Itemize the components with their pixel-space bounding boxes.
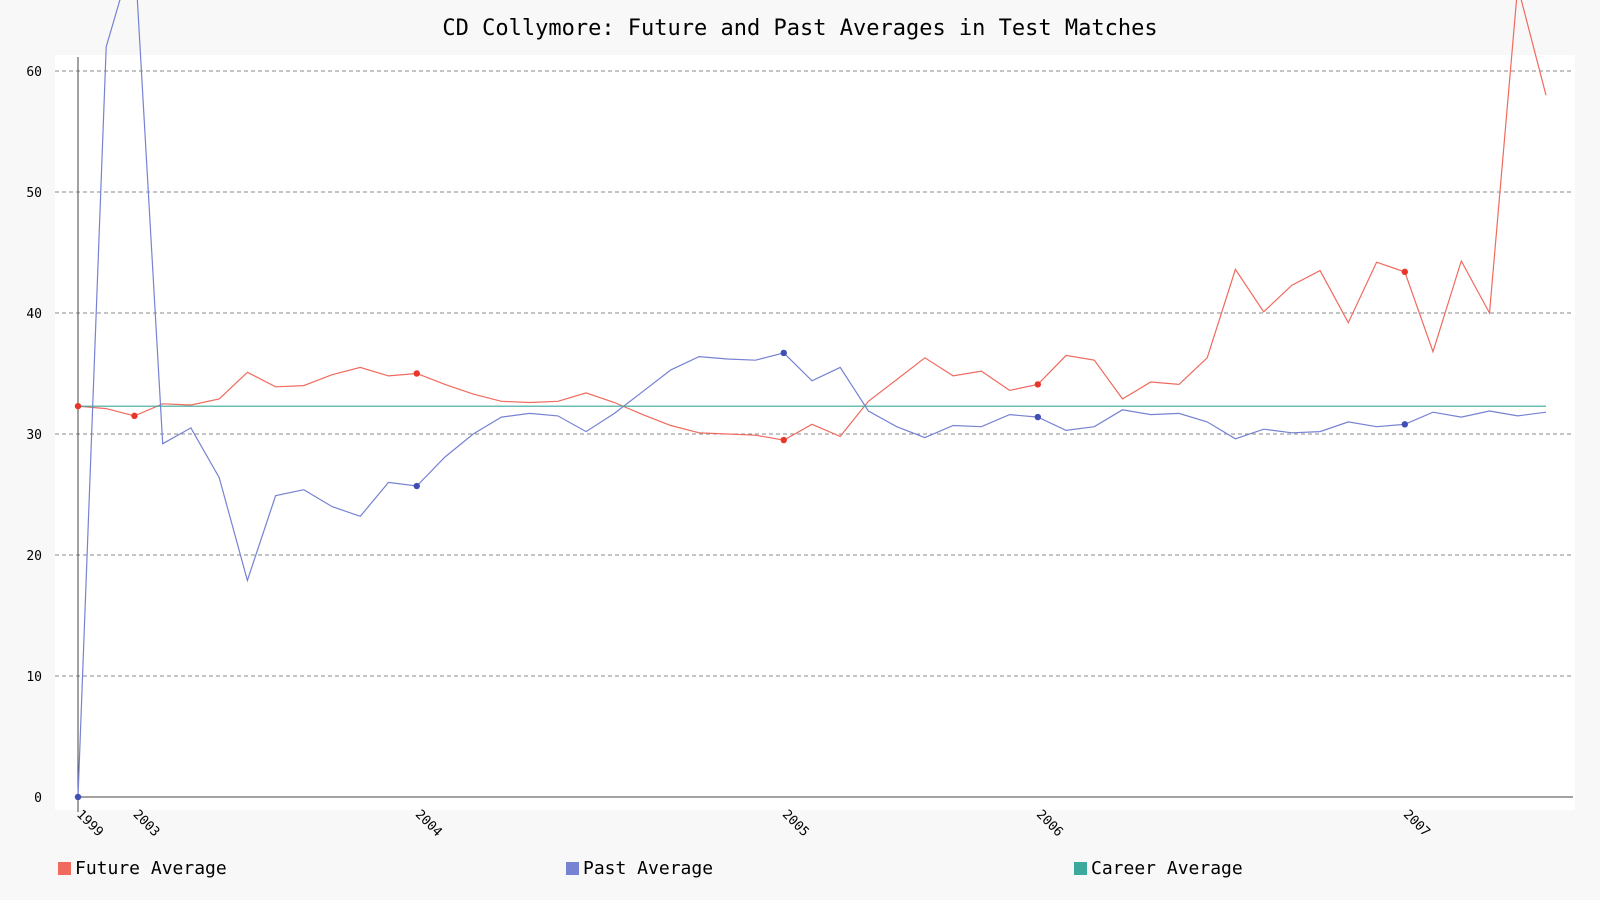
- y-tick-label-30: 30: [26, 428, 42, 443]
- point-future-average-0: [74, 402, 82, 410]
- legend-label-career: Career Average: [1091, 858, 1243, 879]
- series-group: [77, 0, 1547, 798]
- chart-svg: CD Collymore: Future and Past Averages i…: [26, 0, 1575, 840]
- y-tick-label-0: 0: [34, 791, 42, 806]
- legend-swatch-career: [1074, 862, 1087, 875]
- point-future-average-25: [780, 436, 787, 444]
- point-past-average-12: [413, 482, 420, 490]
- series-line-future-average: [77, 0, 1547, 441]
- legend-item-past-average[interactable]: Past Average: [566, 858, 713, 879]
- point-future-average-2: [131, 412, 138, 420]
- x-axis-ticks: 1999 2003 2004 2005 2006 2007: [73, 807, 1433, 840]
- point-future-average-34: [1034, 381, 1042, 388]
- y-tick-label-60: 60: [26, 65, 42, 80]
- point-past-average-47: [1401, 421, 1409, 428]
- x-tick-label-2005: 2005: [779, 807, 812, 840]
- legend-item-future-average[interactable]: Future Average: [58, 858, 227, 879]
- legend-swatch-future: [58, 862, 71, 875]
- x-tick-label-2007: 2007: [1400, 807, 1433, 840]
- point-future-average-47: [1401, 268, 1409, 276]
- legend-label-future: Future Average: [75, 858, 227, 879]
- legend-item-career-average[interactable]: Career Average: [1074, 858, 1243, 879]
- point-past-average-34: [1034, 413, 1042, 421]
- chart-title: CD Collymore: Future and Past Averages i…: [442, 16, 1157, 41]
- gridlines: [55, 70, 1573, 677]
- point-past-average-25: [780, 349, 787, 357]
- y-axis-ticks: 0 10 20 30 40 50 60: [26, 65, 42, 806]
- y-tick-label-40: 40: [26, 307, 42, 322]
- x-tick-label-2006: 2006: [1033, 807, 1066, 840]
- legend-label-past: Past Average: [583, 858, 714, 879]
- legend-swatch-past: [566, 862, 579, 875]
- plot-area: [55, 55, 1575, 810]
- series-line-past-average: [77, 0, 1547, 798]
- markers-group: [74, 268, 1409, 801]
- y-tick-label-10: 10: [26, 670, 42, 685]
- point-future-average-12: [413, 370, 420, 377]
- x-tick-label-1999: 1999: [73, 807, 106, 840]
- legend: Future Average Past Average Career Avera…: [58, 858, 1558, 880]
- x-tick-label-2003: 2003: [130, 807, 163, 840]
- y-tick-label-50: 50: [26, 186, 42, 201]
- x-tick-label-2004: 2004: [412, 807, 445, 840]
- y-tick-label-20: 20: [26, 549, 42, 564]
- point-past-average-0: [74, 793, 82, 801]
